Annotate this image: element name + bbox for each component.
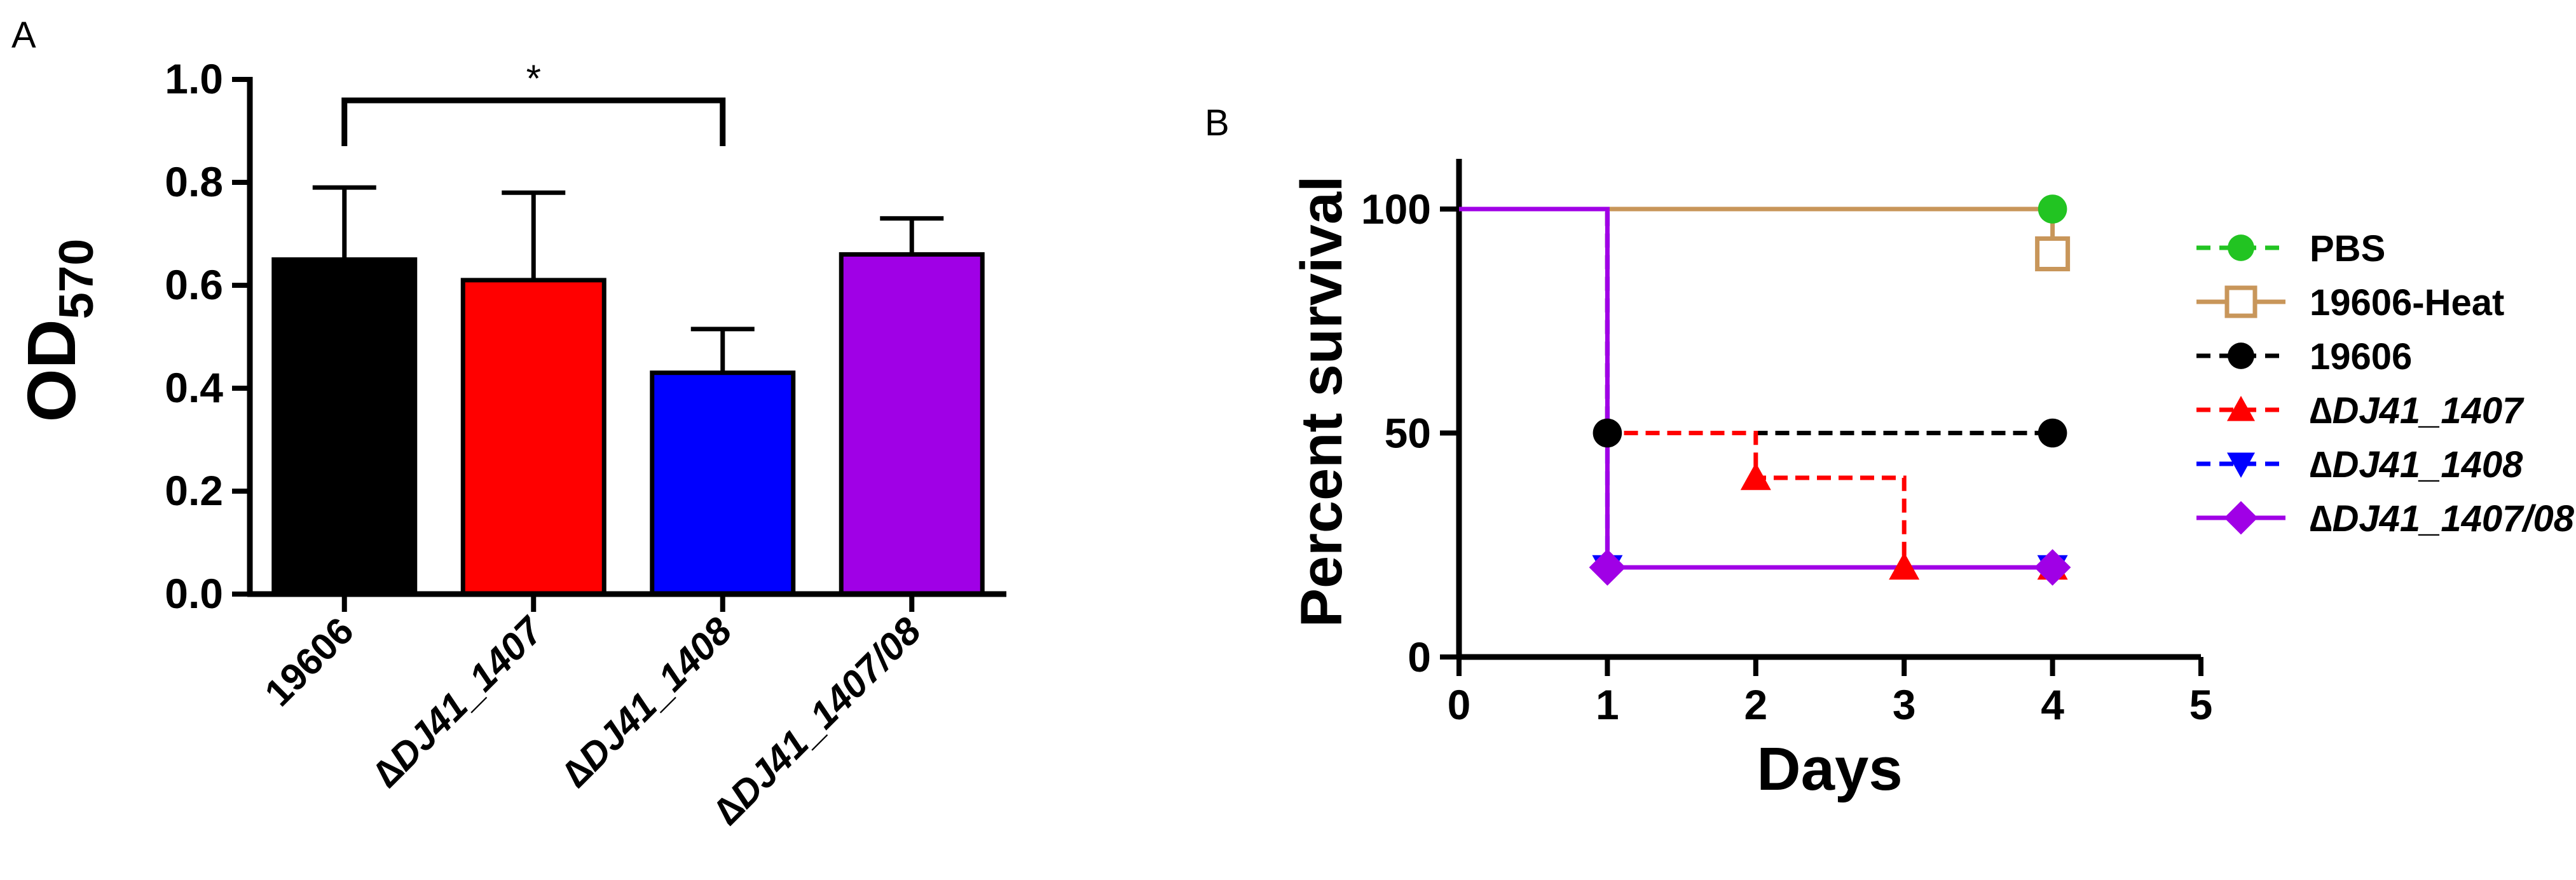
bar-y-axis-title: OD570	[13, 239, 104, 423]
survival-x-tick-label: 1	[1596, 681, 1619, 728]
survival-y-axis-title: Percent survival	[1289, 176, 1354, 628]
legend-marker	[2227, 396, 2255, 421]
survival-x-axis-title: Days	[1757, 735, 1903, 803]
survival-point	[1740, 463, 1771, 491]
bar-category-label: ∆DJ41_1407/08	[706, 609, 929, 832]
survival-x-tick-label: 3	[1893, 681, 1916, 728]
survival-x-tick-label: 0	[1448, 681, 1471, 728]
survival-line	[1459, 206, 2053, 570]
survival-point	[2038, 418, 2067, 448]
survival-point	[1589, 549, 1626, 586]
survival-point	[1593, 418, 1622, 448]
legend: PBS 19606-Heat 19606 ∆DJ41_1407 ∆DJ41_1408 ∆D…	[2196, 228, 2575, 539]
legend-label: 19606	[2310, 336, 2412, 377]
survival-x-tick-label: 2	[1744, 681, 1767, 728]
legend-marker	[2228, 234, 2254, 261]
bar	[460, 278, 606, 597]
survival-line	[1459, 206, 2053, 435]
bar	[271, 257, 418, 597]
bar-y-tick-label: 1.0	[165, 55, 223, 102]
panel-label-a: A	[11, 15, 36, 56]
survival-line	[1459, 206, 2053, 570]
survival-point	[2034, 549, 2071, 586]
legend-marker	[2227, 452, 2255, 478]
bar-y-title-sub: 570	[50, 239, 104, 320]
survival-y-tick-label: 50	[1385, 410, 1431, 457]
survival-line	[1459, 206, 2053, 570]
bar-y-tick-label: 0.0	[165, 570, 223, 617]
bar-chart: 0.00.20.40.60.81.0 19606 ∆DJ41_1407 ∆DJ41_…	[13, 55, 1006, 833]
legend-label: ∆DJ41_1408	[2310, 444, 2523, 485]
survival-y-tick-label: 0	[1408, 633, 1431, 680]
bar-y-tick-label: 0.6	[165, 261, 223, 308]
legend-marker	[2224, 285, 2257, 318]
legend-marker	[2224, 501, 2258, 535]
significance-bracket	[341, 97, 726, 146]
bar	[650, 370, 796, 597]
survival-y-tick-label: 100	[1361, 186, 1431, 233]
legend-label: ∆DJ41_1407	[2310, 390, 2525, 431]
legend-marker	[2228, 342, 2254, 369]
survival-point	[1889, 552, 1920, 580]
survival-line	[1459, 206, 2055, 254]
bar-y-tick-label: 0.2	[165, 467, 223, 514]
bar-y-title-main: OD	[13, 319, 90, 422]
bar-category-label: 19606	[257, 609, 362, 714]
legend-label: ∆DJ41_1407/08	[2310, 498, 2575, 539]
survival-x-tick-label: 5	[2189, 681, 2213, 728]
survival-point	[2038, 194, 2067, 224]
bar-y-tick-label: 0.4	[165, 364, 223, 411]
bar	[839, 252, 985, 597]
bar-category-label: ∆DJ41_1407	[365, 608, 552, 795]
panel-label-b: B	[1205, 102, 1230, 144]
survival-point	[2035, 236, 2071, 271]
legend-label: PBS	[2310, 228, 2385, 269]
bar-y-tick-label: 0.8	[165, 158, 223, 205]
bar-category-label: ∆DJ41_1408	[554, 609, 740, 795]
survival-x-tick-label: 4	[2041, 681, 2064, 728]
legend-label: 19606-Heat	[2310, 282, 2504, 323]
significance-label: *	[526, 57, 541, 100]
